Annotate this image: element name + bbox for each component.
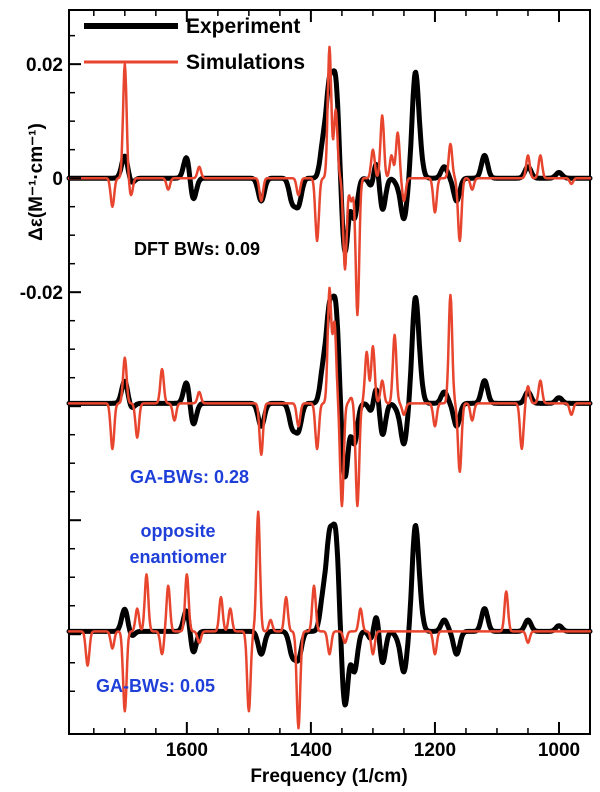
annotation-ga-028: GA-BWs: 0.28	[130, 467, 249, 487]
legend-experiment-label: Experiment	[186, 15, 300, 38]
plot-axes	[68, 9, 591, 735]
legend-simulation-label: Simulations	[186, 51, 305, 74]
legend: Experiment Simulations	[84, 15, 305, 74]
x-tick-label-1600: 1600	[166, 740, 208, 761]
experiment-line-panel-1	[66, 293, 593, 480]
plot-ticks: 1600 1400 1200 1000 0.02 0 -0.02	[20, 10, 591, 761]
annotation-ga-005: GA-BWs: 0.05	[96, 676, 215, 696]
x-tick-label-1000: 1000	[538, 740, 580, 761]
annotation-enantiomer: enantiomer	[129, 547, 226, 567]
plot-frame	[68, 9, 591, 735]
simulation-line-panel-1	[67, 286, 592, 508]
simulation-line-panel-2	[67, 510, 592, 730]
y-tick-label-2: -0.02	[20, 283, 63, 304]
plot-series	[66, 45, 593, 730]
annotation-dft: DFT BWs: 0.09	[134, 239, 260, 259]
experiment-line-panel-0	[66, 68, 593, 255]
simulation-line-panel-0	[67, 45, 592, 317]
x-tick-label-1400: 1400	[290, 740, 332, 761]
annotation-opposite: opposite	[141, 521, 216, 541]
y-axis-title: Δε(M⁻¹·cm⁻¹)	[26, 123, 47, 241]
y-tick-label-1: 0	[52, 169, 63, 190]
x-axis-title: Frequency (1/cm)	[250, 766, 407, 787]
y-tick-label-0: 0.02	[26, 55, 63, 76]
x-tick-label-1200: 1200	[414, 740, 456, 761]
